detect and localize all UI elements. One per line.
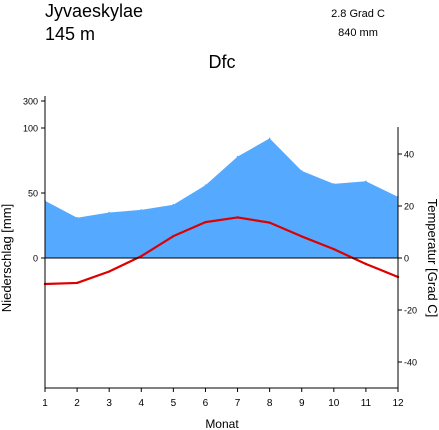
temperature-point — [332, 247, 336, 251]
x-tick-label: 9 — [299, 398, 305, 409]
x-tick-label: 4 — [138, 398, 144, 409]
y-axis-left-label: Niederschlag [mm] — [0, 204, 14, 312]
annual-precipitation: 840 mm — [338, 27, 378, 39]
precipitation-point — [204, 184, 207, 186]
station-name: Jyvaeskylae — [45, 1, 143, 21]
precipitation-point — [108, 211, 110, 214]
precipitation-point — [365, 180, 367, 183]
mean-temperature: 2.8 Grad C — [331, 8, 385, 20]
x-tick-label: 1 — [42, 398, 48, 409]
x-tick-label: 6 — [203, 398, 209, 409]
x-tick-label: 8 — [267, 398, 273, 409]
temperature-point — [364, 262, 368, 266]
temperature-point — [268, 221, 271, 224]
x-axis-label: Monat — [205, 417, 239, 430]
precipitation-area-layer — [44, 137, 399, 258]
temperature-point — [140, 254, 143, 258]
temperature-point — [107, 270, 111, 273]
y-right-tick-label: 40 — [404, 150, 414, 160]
y-left-tick-label: 300 — [23, 97, 38, 107]
precipitation-point — [76, 216, 78, 219]
precipitation-point — [172, 203, 175, 206]
x-tick-label: 11 — [361, 398, 372, 409]
x-tick-label: 12 — [392, 398, 404, 409]
temperature-point — [172, 234, 175, 238]
y-axis-right-label: Temperatur [Grad C] — [425, 199, 439, 318]
temperature-point — [236, 216, 239, 219]
x-tick-label: 10 — [328, 398, 340, 409]
precipitation-point — [333, 183, 335, 185]
y-left-tick-label: 100 — [23, 124, 38, 134]
y-right-tick-label: -40 — [404, 358, 417, 368]
temperature-point — [75, 281, 79, 285]
temperature-point — [204, 220, 207, 224]
precipitation-area — [45, 138, 398, 258]
x-tick-label: 7 — [235, 398, 241, 409]
y-right-tick-label: 20 — [404, 202, 414, 212]
temperature-line — [44, 216, 399, 286]
precipitation-point — [300, 170, 303, 172]
y-left-tick-label: 50 — [28, 189, 38, 199]
y-right-tick-label: 0 — [404, 254, 409, 264]
precipitation-point — [236, 155, 239, 158]
y-right-tick-label: -20 — [404, 306, 417, 316]
x-tick-label: 5 — [171, 398, 177, 409]
y-left-tick-label: 0 — [33, 254, 38, 264]
station-elevation: 145 m — [45, 24, 95, 44]
x-tick-label: 3 — [106, 398, 112, 409]
temperature-point — [300, 235, 303, 238]
climate-classification: Dfc — [209, 52, 236, 72]
precipitation-point — [268, 137, 271, 140]
precipitation-point — [140, 209, 143, 211]
x-tick-label: 2 — [74, 398, 80, 409]
